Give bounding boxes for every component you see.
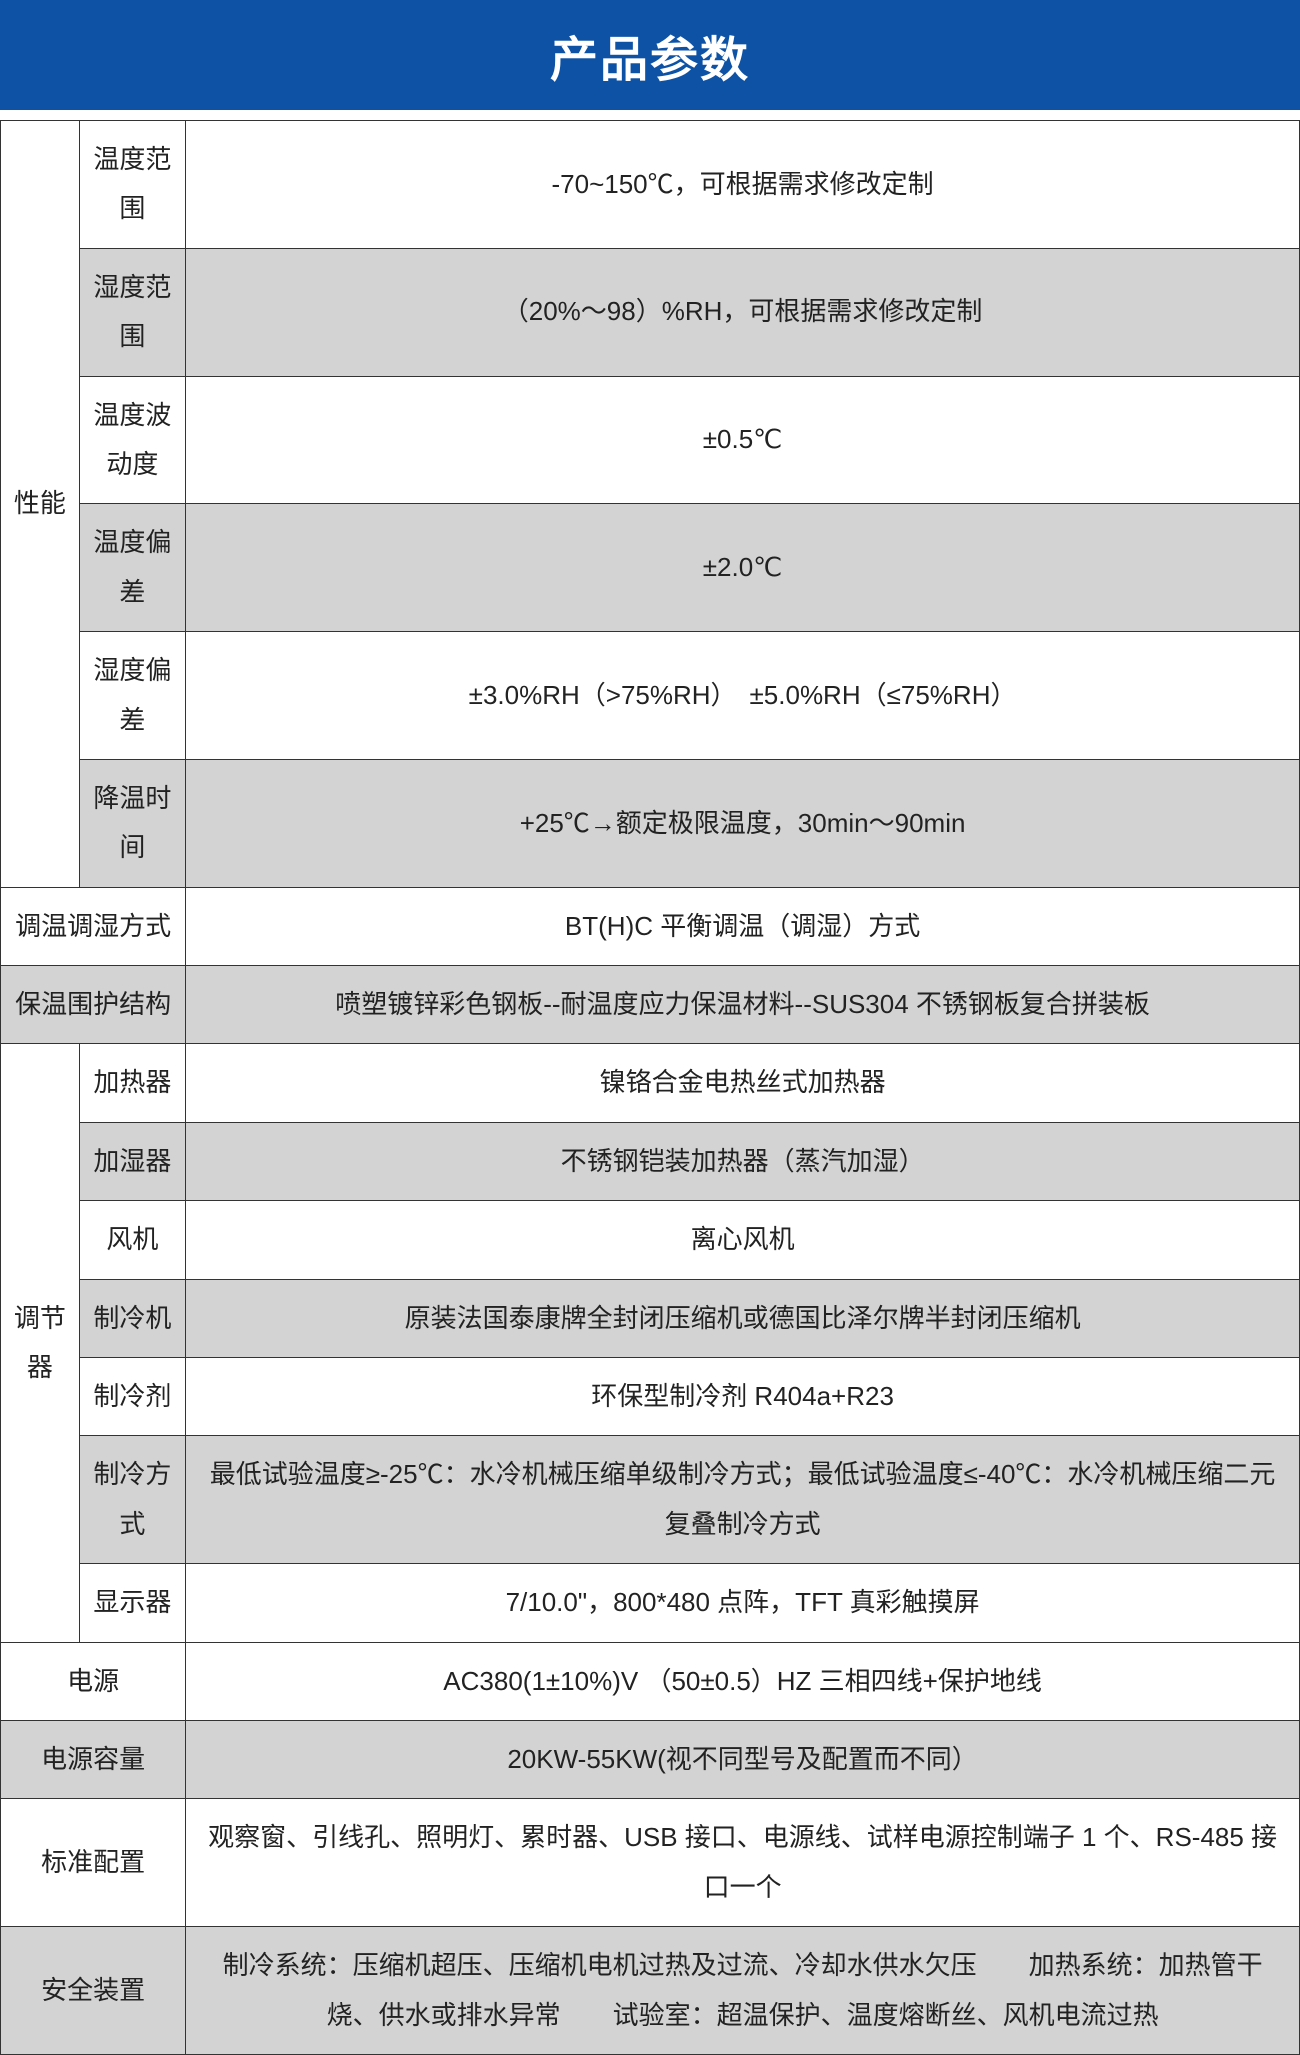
table-row: 保温围护结构 喷塑镀锌彩色钢板--耐温度应力保温材料--SUS304 不锈钢板复… — [1, 966, 1300, 1044]
value-cell: ±0.5℃ — [186, 376, 1300, 504]
param-cell: 制冷机 — [79, 1279, 185, 1357]
table-row: 湿度范围 （20%～98）%RH，可根据需求修改定制 — [1, 248, 1300, 376]
param-cell: 降温时间 — [79, 759, 185, 887]
param-cell: 调温调湿方式 — [1, 887, 186, 965]
table-row: 制冷剂 环保型制冷剂 R404a+R23 — [1, 1358, 1300, 1436]
value-cell: 原装法国泰康牌全封闭压缩机或德国比泽尔牌半封闭压缩机 — [186, 1279, 1300, 1357]
value-cell: 离心风机 — [186, 1201, 1300, 1279]
value-cell: 环保型制冷剂 R404a+R23 — [186, 1358, 1300, 1436]
value-cell: AC380(1±10%)V （50±0.5）HZ 三相四线+保护地线 — [186, 1642, 1300, 1720]
table-row: 温度偏差 ±2.0℃ — [1, 504, 1300, 632]
value-cell: 喷塑镀锌彩色钢板--耐温度应力保温材料--SUS304 不锈钢板复合拼装板 — [186, 966, 1300, 1044]
table-row: 降温时间 +25℃→额定极限温度，30min～90min — [1, 759, 1300, 887]
param-cell: 制冷方式 — [79, 1436, 185, 1564]
table-row: 湿度偏差 ±3.0%RH（>75%RH） ±5.0%RH（≤75%RH） — [1, 632, 1300, 760]
value-cell: +25℃→额定极限温度，30min～90min — [186, 759, 1300, 887]
value-cell: ±3.0%RH（>75%RH） ±5.0%RH（≤75%RH） — [186, 632, 1300, 760]
param-cell: 湿度范围 — [79, 248, 185, 376]
table-row: 温度波动度 ±0.5℃ — [1, 376, 1300, 504]
table-row: 调温调湿方式 BT(H)C 平衡调温（调湿）方式 — [1, 887, 1300, 965]
value-cell: 制冷系统：压缩机超压、压缩机电机过热及过流、冷却水供水欠压 加热系统：加热管干烧… — [186, 1927, 1300, 2055]
param-cell: 风机 — [79, 1201, 185, 1279]
value-cell: 不锈钢铠装加热器（蒸汽加湿） — [186, 1122, 1300, 1200]
table-row: 风机 离心风机 — [1, 1201, 1300, 1279]
value-cell: BT(H)C 平衡调温（调湿）方式 — [186, 887, 1300, 965]
param-cell: 保温围护结构 — [1, 966, 186, 1044]
table-row: 加湿器 不锈钢铠装加热器（蒸汽加湿） — [1, 1122, 1300, 1200]
param-cell: 制冷剂 — [79, 1358, 185, 1436]
table-row: 电源容量 20KW-55KW(视不同型号及配置而不同） — [1, 1720, 1300, 1798]
param-cell: 加湿器 — [79, 1122, 185, 1200]
param-cell: 电源 — [1, 1642, 186, 1720]
table-row: 调节器 加热器 镍铬合金电热丝式加热器 — [1, 1044, 1300, 1122]
table-row: 显示器 7/10.0"，800*480 点阵，TFT 真彩触摸屏 — [1, 1564, 1300, 1642]
value-cell: 观察窗、引线孔、照明灯、累时器、USB 接口、电源线、试样电源控制端子 1 个、… — [186, 1799, 1300, 1927]
value-cell: 20KW-55KW(视不同型号及配置而不同） — [186, 1720, 1300, 1798]
param-cell: 温度波动度 — [79, 376, 185, 504]
param-cell: 标准配置 — [1, 1799, 186, 1927]
param-cell: 显示器 — [79, 1564, 185, 1642]
value-cell: 镍铬合金电热丝式加热器 — [186, 1044, 1300, 1122]
param-cell: 湿度偏差 — [79, 632, 185, 760]
table-row: 电源 AC380(1±10%)V （50±0.5）HZ 三相四线+保护地线 — [1, 1642, 1300, 1720]
param-cell: 加热器 — [79, 1044, 185, 1122]
spec-table-body: 性能 温度范围 -70~150℃，可根据需求修改定制 湿度范围 （20%～98）… — [1, 121, 1300, 2055]
group-cell-regulator: 调节器 — [1, 1044, 80, 1642]
value-cell: -70~150℃，可根据需求修改定制 — [186, 121, 1300, 249]
param-cell: 温度偏差 — [79, 504, 185, 632]
table-row: 标准配置 观察窗、引线孔、照明灯、累时器、USB 接口、电源线、试样电源控制端子… — [1, 1799, 1300, 1927]
param-cell: 温度范围 — [79, 121, 185, 249]
param-cell: 安全装置 — [1, 1927, 186, 2055]
table-row: 制冷机 原装法国泰康牌全封闭压缩机或德国比泽尔牌半封闭压缩机 — [1, 1279, 1300, 1357]
value-cell: ±2.0℃ — [186, 504, 1300, 632]
group-cell-performance: 性能 — [1, 121, 80, 888]
table-row: 制冷方式 最低试验温度≥-25℃：水冷机械压缩单级制冷方式；最低试验温度≤-40… — [1, 1436, 1300, 1564]
param-cell: 电源容量 — [1, 1720, 186, 1798]
table-row: 性能 温度范围 -70~150℃，可根据需求修改定制 — [1, 121, 1300, 249]
value-cell: （20%～98）%RH，可根据需求修改定制 — [186, 248, 1300, 376]
page-title: 产品参数 — [0, 0, 1300, 110]
value-cell: 最低试验温度≥-25℃：水冷机械压缩单级制冷方式；最低试验温度≤-40℃：水冷机… — [186, 1436, 1300, 1564]
table-row: 安全装置 制冷系统：压缩机超压、压缩机电机过热及过流、冷却水供水欠压 加热系统：… — [1, 1927, 1300, 2055]
spec-table: 性能 温度范围 -70~150℃，可根据需求修改定制 湿度范围 （20%～98）… — [0, 120, 1300, 2055]
value-cell: 7/10.0"，800*480 点阵，TFT 真彩触摸屏 — [186, 1564, 1300, 1642]
